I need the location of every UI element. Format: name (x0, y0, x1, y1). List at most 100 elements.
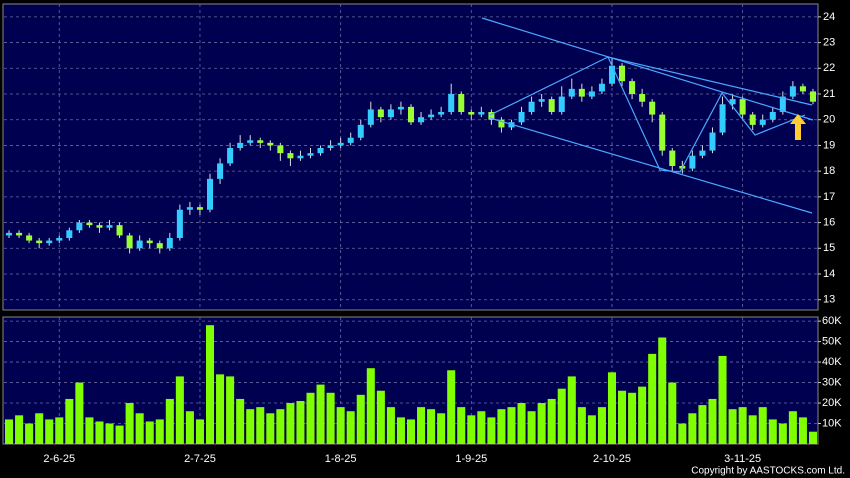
candle-body (86, 222, 93, 226)
volume-bar (808, 431, 817, 444)
y-tick-label: 18 (823, 165, 835, 177)
volume-bar (155, 419, 164, 444)
volume-bar (356, 394, 365, 444)
candle-body (297, 155, 304, 159)
volume-bar (577, 407, 586, 444)
candle-body (779, 96, 786, 112)
candle-body (26, 235, 33, 241)
candle-body (16, 232, 23, 236)
volume-bar (256, 407, 265, 444)
volume-bar (698, 405, 707, 444)
candle-body (146, 240, 153, 244)
candle-body (387, 109, 394, 118)
volume-bar (135, 413, 144, 444)
candle-body (257, 140, 264, 143)
y-tick-label: 21 (823, 88, 835, 100)
volume-bar (185, 411, 194, 444)
volume-bar (125, 403, 134, 444)
candle-body (166, 238, 173, 249)
y-tick-label: 23 (823, 36, 835, 48)
volume-bar (55, 417, 64, 444)
candle-body (588, 91, 595, 97)
candle-body (176, 209, 183, 238)
grid-layer (4, 4, 818, 444)
volume-bar (15, 415, 24, 444)
candle-body (317, 148, 324, 154)
candle-body (428, 114, 435, 118)
volume-bar (276, 409, 285, 444)
candle-body (799, 86, 806, 92)
candle-body (397, 106, 404, 110)
candle-body (478, 112, 485, 115)
candle-body (96, 225, 103, 228)
x-tick-label: 3-11-25 (724, 453, 761, 465)
volume-bar (165, 398, 174, 444)
volume-bar (587, 415, 596, 444)
candle-body (347, 137, 354, 143)
candle-body (639, 94, 646, 102)
volume-bar (437, 413, 446, 444)
volume-bar (45, 419, 54, 444)
candle-body (277, 145, 284, 154)
volume-bar (467, 415, 476, 444)
candle-body (287, 153, 294, 159)
y-tick-label: 60K (822, 315, 842, 327)
trend-line (481, 17, 814, 121)
candle-body (578, 88, 585, 97)
zigzag-line (489, 56, 806, 173)
volume-bar (336, 407, 345, 444)
candle-body (407, 106, 415, 123)
candle-body (6, 232, 13, 236)
x-tick-label: 2-7-25 (184, 453, 216, 465)
candle-body (709, 132, 716, 151)
volume-bar (376, 390, 385, 444)
candle-body (689, 155, 696, 169)
volume-bar (246, 409, 255, 444)
volume-bar (708, 398, 717, 444)
candle-body (699, 150, 706, 156)
x-tick-label: 1-9-25 (455, 453, 487, 465)
y-tick-label: 40K (822, 356, 842, 368)
y-tick-label: 20 (823, 114, 835, 126)
candle-body (809, 91, 816, 102)
candle-body (237, 142, 244, 148)
price-panel (2, 3, 819, 311)
volume-bar (205, 325, 215, 444)
candle-body (488, 112, 495, 120)
y-tick-label: 19 (823, 139, 835, 151)
candle-body (106, 225, 113, 228)
volume-bar (678, 423, 687, 444)
volume-bar (728, 409, 737, 444)
candle-body (76, 222, 83, 231)
candle-body (528, 101, 535, 112)
volume-bar (758, 407, 767, 444)
volume-bar (366, 368, 375, 444)
volume-bar (688, 413, 697, 444)
volume-bar (567, 376, 576, 444)
volume-bar (115, 425, 124, 444)
candle-body (558, 96, 565, 112)
y-tick-label: 16 (823, 216, 835, 228)
volume-bar (386, 407, 395, 444)
volume-bar (527, 411, 536, 444)
volume-bar (286, 403, 295, 444)
candle-body (186, 207, 193, 210)
x-tick-label: 1-8-25 (325, 453, 357, 465)
candle-body (46, 240, 53, 244)
volume-bar (547, 398, 556, 444)
candle-body (619, 65, 626, 82)
volume-bar (447, 370, 456, 444)
volume-bar (35, 413, 44, 444)
volume-bar (778, 423, 787, 444)
candle-body (719, 104, 726, 133)
candle-body (568, 88, 575, 97)
mark-layer (5, 58, 817, 444)
volume-bar (226, 376, 235, 444)
volume-bar (5, 419, 14, 444)
volume-bar (25, 423, 34, 444)
candle-body (327, 145, 334, 148)
candle-body (136, 240, 143, 249)
candle-body (438, 112, 445, 115)
